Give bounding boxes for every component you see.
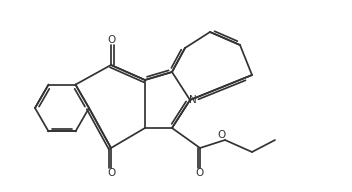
Text: O: O (196, 168, 204, 178)
Text: O: O (107, 168, 115, 178)
Text: N: N (189, 95, 197, 105)
Text: O: O (107, 35, 115, 45)
Text: O: O (218, 130, 226, 140)
